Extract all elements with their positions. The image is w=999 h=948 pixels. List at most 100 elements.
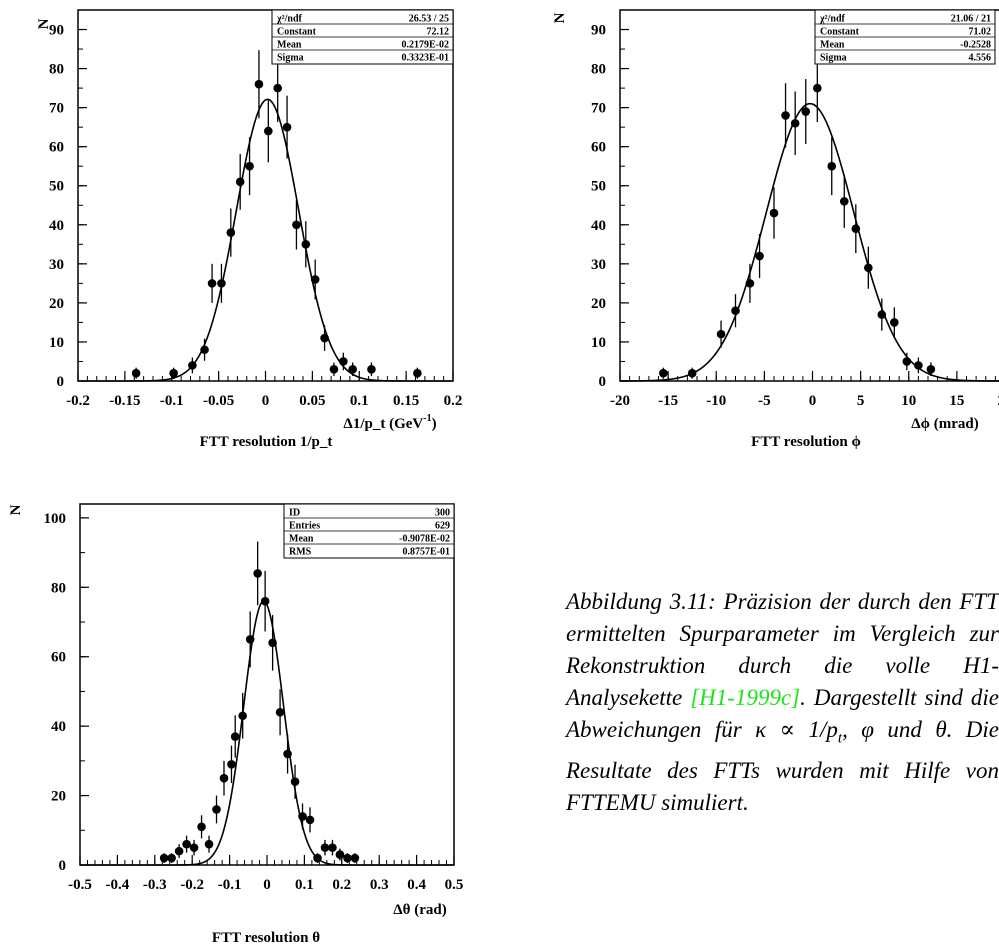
data-point [159, 853, 169, 863]
data-points [131, 50, 422, 379]
data-point [217, 263, 226, 303]
data-point [253, 541, 262, 606]
x-tick-label: -10 [706, 393, 726, 409]
plot-title: FTT resolution θ [212, 930, 320, 946]
data-point [204, 835, 214, 853]
caption-lead: Abbildung 3.11: Präzision der durch den … [566, 589, 999, 710]
stats-value: 21.06 / 21 [951, 14, 991, 25]
data-point [329, 362, 339, 377]
data-point [200, 338, 209, 361]
y-tick-label: 80 [51, 580, 66, 596]
y-tick-label: 0 [57, 374, 65, 390]
x-tick-label: 20 [998, 393, 999, 409]
data-point [902, 352, 912, 371]
data-point [839, 174, 849, 228]
data-point [716, 320, 726, 348]
caption-subscript: t [837, 730, 843, 747]
data-point [226, 208, 236, 257]
data-point [212, 795, 221, 824]
stats-value: 71.02 [969, 27, 992, 38]
x-axis-label: Δϕ (mrad) [911, 416, 979, 432]
y-tick-label: 40 [51, 719, 66, 735]
y-tick-label: 40 [591, 218, 606, 234]
data-point [755, 233, 764, 279]
y-tick-label: 50 [49, 179, 64, 195]
stats-box: χ²/ndf 26.53 / 25 Constant 72.12 Mean 0.2179E… [271, 9, 454, 65]
data-point [813, 54, 822, 122]
x-tick-label: -0.05 [203, 393, 234, 409]
stats-label: Mean [820, 40, 845, 51]
data-point [268, 615, 277, 671]
data-point [769, 187, 779, 239]
data-point [350, 853, 360, 863]
x-tick-label: 15 [949, 393, 964, 409]
y-tick-label: 60 [49, 140, 64, 156]
stats-label: χ²/ndf [819, 14, 846, 25]
plot-title: FTT resolution 1/p_t [200, 434, 333, 450]
x-axis-label: Δ1/p_t (GeV-1) [343, 413, 436, 432]
data-point [348, 362, 357, 377]
x-tick-label: 0.5 [445, 877, 464, 893]
stats-value: -0.2528 [960, 40, 991, 51]
x-tick-label: 0.1 [295, 877, 314, 893]
x-tick-label: 0 [263, 877, 271, 893]
x-tick-label: -5 [758, 393, 771, 409]
stats-label: χ²/ndf [276, 14, 303, 25]
x-tick-label: -0.1 [218, 877, 242, 893]
y-tick-label: 70 [591, 101, 606, 117]
plot-frame [619, 9, 999, 382]
data-point [335, 848, 345, 861]
data-point [298, 803, 307, 830]
x-tick-label: 0.4 [407, 877, 426, 893]
plot-frame [77, 9, 454, 382]
data-point [245, 611, 255, 668]
x-ticks: -0.2 -0.15 -0.1 -0.05 0 0.05 0.1 0.15 0.2 [66, 371, 462, 409]
data-point [245, 137, 254, 196]
data-point [273, 54, 282, 122]
y-tick-label: 80 [591, 62, 606, 78]
x-ticks: -20 -15 -10 -5 0 5 10 15 20 [610, 371, 999, 409]
y-axis-label: N [552, 12, 568, 23]
data-point [659, 367, 668, 379]
data-point [174, 844, 184, 859]
stats-label: Sigma [277, 53, 304, 64]
chart-pt-resolution: N 0 10 20 30 40 50 60 70 80 90 -0.2 -0.15 -0.1 -0.05… [36, 9, 462, 450]
x-axis-label: Δθ (rad) [393, 902, 446, 918]
stats-label: ID [289, 508, 300, 519]
x-tick-label: -20 [610, 393, 630, 409]
data-point [167, 853, 176, 863]
data-point [877, 298, 887, 331]
data-point [282, 95, 292, 159]
y-ticks: 0 10 20 30 40 50 60 70 80 90 [591, 9, 629, 390]
y-tick-label: 10 [49, 335, 64, 351]
data-point [260, 570, 270, 632]
data-point [413, 367, 422, 379]
data-point [189, 839, 199, 856]
data-point [275, 689, 285, 736]
x-tick-label: 0.05 [299, 393, 325, 409]
stats-value: 26.53 / 25 [409, 14, 449, 25]
data-point [305, 807, 315, 833]
y-tick-label: 60 [591, 140, 606, 156]
stats-box: χ²/ndf 21.06 / 21 Constant 71.02 Mean -0.2528… [814, 9, 996, 65]
stats-label: Mean [277, 40, 302, 51]
data-point [264, 99, 273, 163]
data-point [343, 853, 352, 863]
stats-value: 300 [435, 508, 450, 519]
data-point [339, 352, 348, 371]
caption-reference-link[interactable]: [H1-1999c] [690, 685, 801, 710]
y-tick-label: 60 [51, 650, 66, 666]
data-point [182, 835, 191, 853]
data-point [188, 357, 197, 374]
y-tick-label: 20 [49, 296, 64, 312]
x-tick-label: 5 [857, 393, 865, 409]
stats-label: Sigma [820, 53, 847, 64]
data-point [227, 745, 236, 784]
chart-phi-resolution: N 0 10 20 30 40 50 60 70 80 90 -20 -15 -10 -5 0 5 10 15 2… [552, 9, 999, 450]
data-point [320, 839, 330, 856]
x-tick-label: -0.3 [143, 877, 167, 893]
y-tick-label: 0 [59, 858, 67, 874]
y-tick-label: 30 [591, 257, 606, 273]
x-tick-label: -0.5 [68, 877, 92, 893]
y-tick-label: 90 [591, 23, 606, 39]
